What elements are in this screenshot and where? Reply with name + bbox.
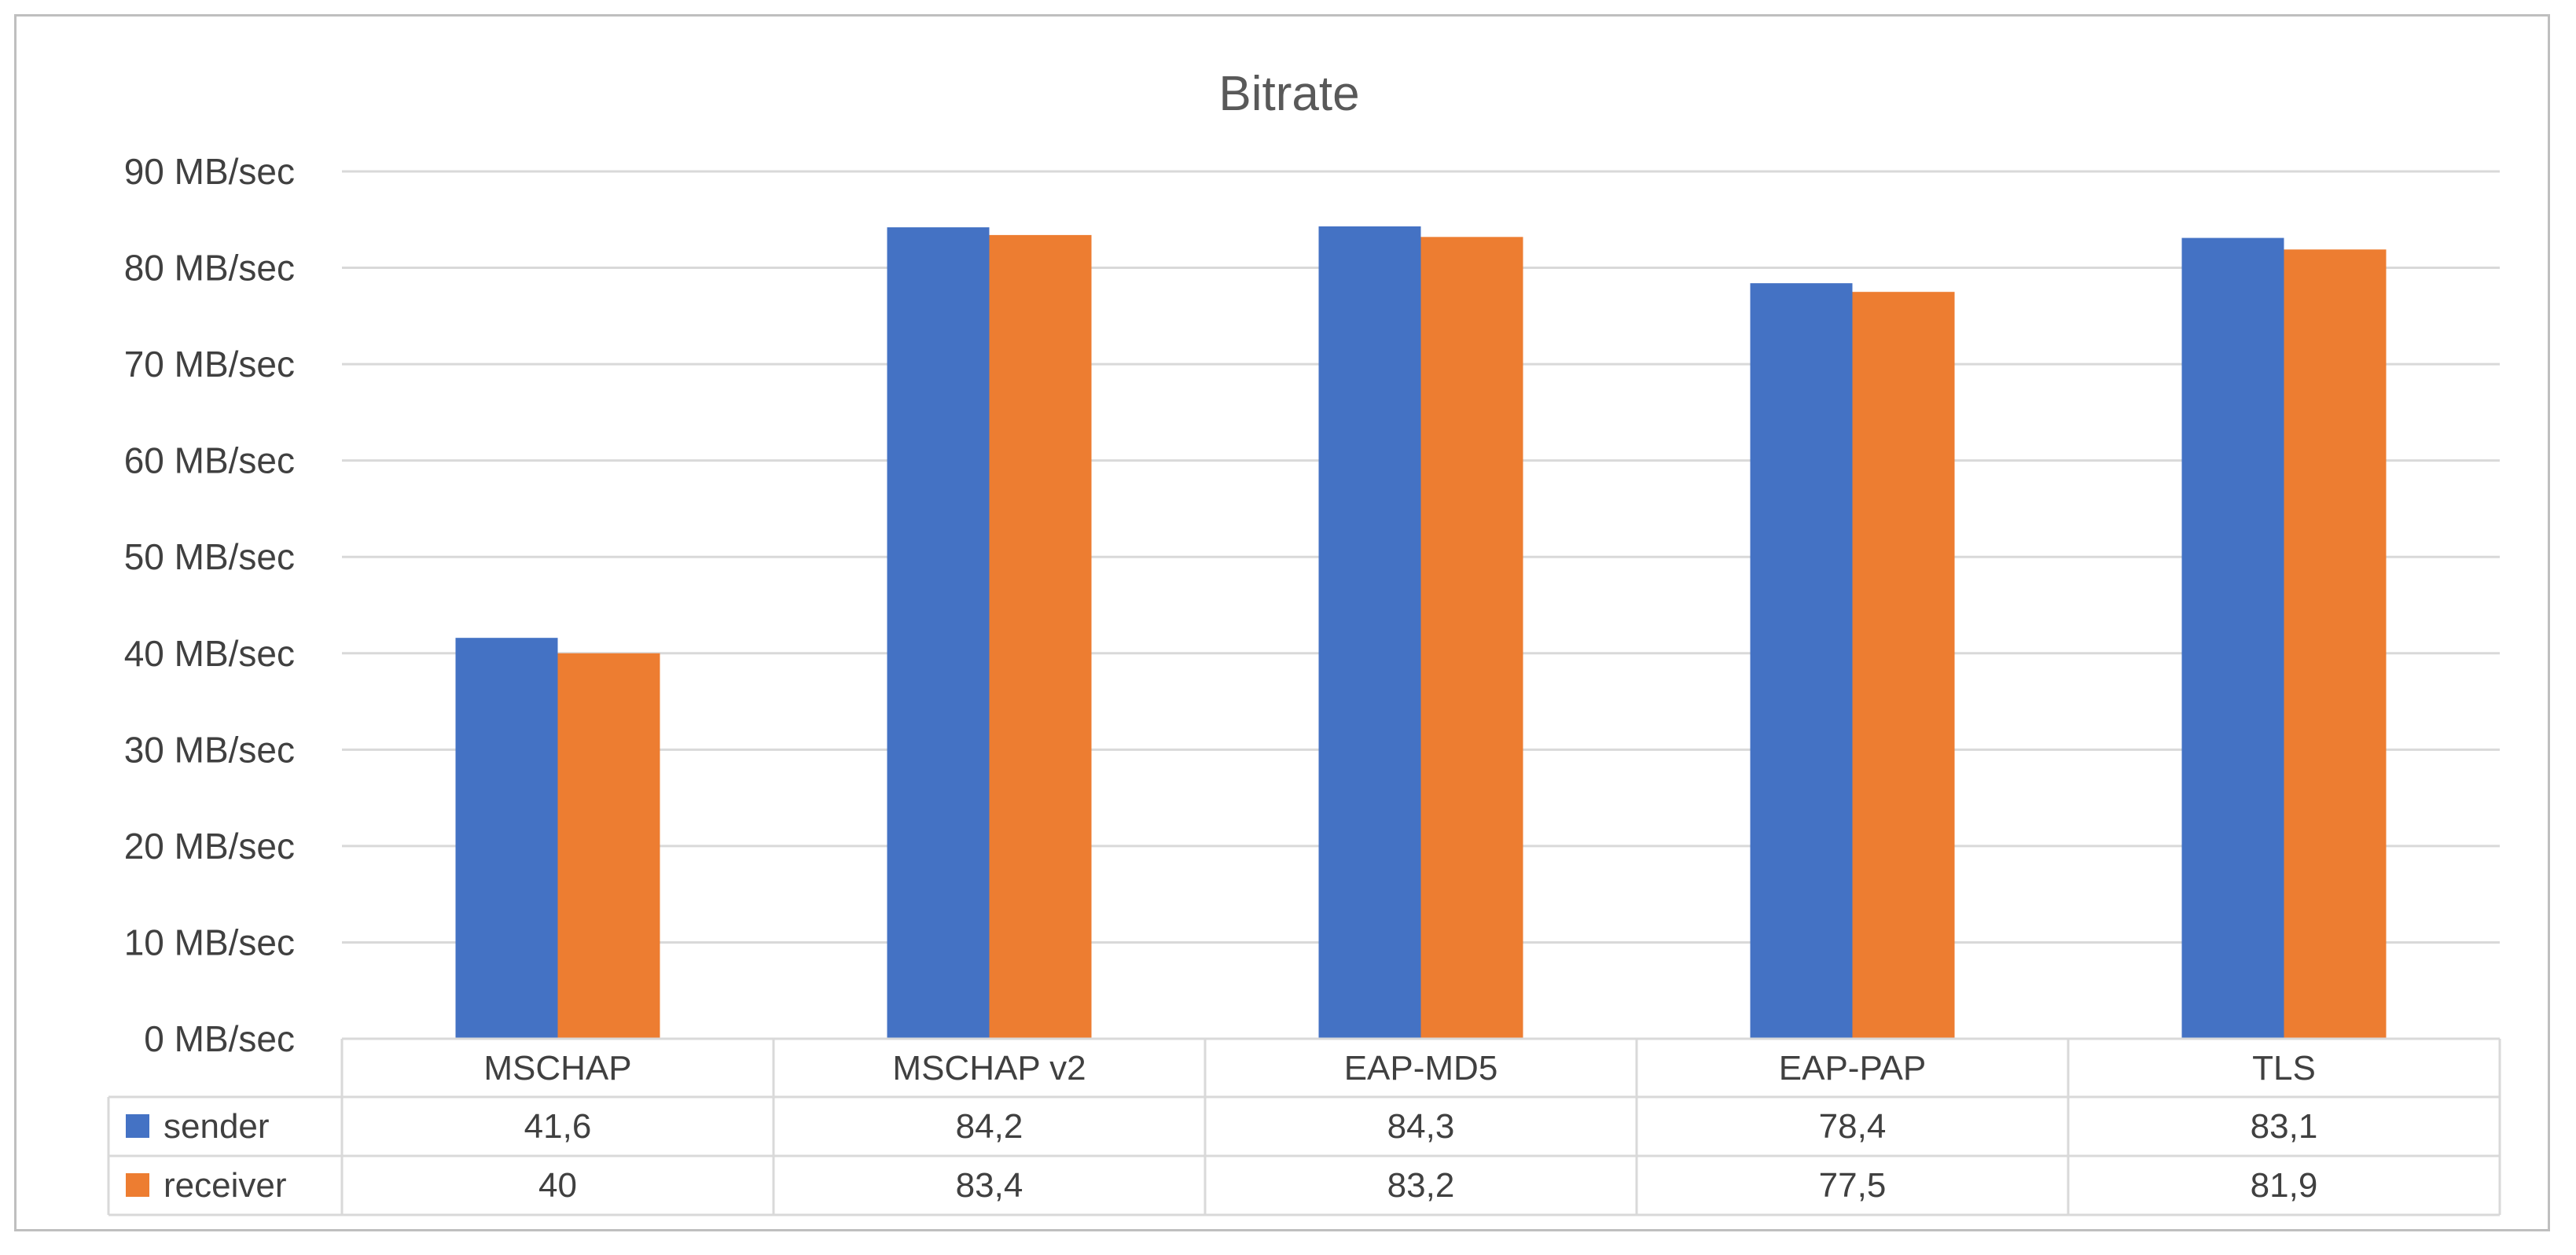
y-tick-label: 10 MB/sec: [124, 922, 295, 962]
data-label-receiver: 81,9: [2251, 1166, 2318, 1205]
bar-receiver: [2284, 249, 2387, 1039]
bar-receiver: [557, 653, 660, 1039]
y-tick-label: 20 MB/sec: [124, 826, 295, 867]
y-tick-label: 40 MB/sec: [124, 633, 295, 674]
x-category-label: MSCHAP: [483, 1049, 631, 1088]
chart-title: Bitrate: [1218, 67, 1359, 121]
y-tick-label: 70 MB/sec: [124, 344, 295, 385]
x-category-label: EAP-MD5: [1344, 1049, 1498, 1088]
x-category-label: TLS: [2252, 1049, 2316, 1088]
data-table: MSCHAP MSCHAP v2 EAP-MD5 EAP-PAP TLS sender 41…: [107, 1037, 2501, 1216]
bar-receiver: [1420, 237, 1523, 1039]
bar-sender: [455, 638, 558, 1039]
y-tick-label: 80 MB/sec: [124, 248, 295, 289]
x-category-label: EAP-PAP: [1779, 1049, 1926, 1088]
bars: [455, 226, 2387, 1040]
data-label-sender: 78,4: [1819, 1107, 1887, 1146]
legend-key-receiver: [126, 1173, 149, 1197]
bar-sender: [1750, 283, 1853, 1040]
legend-key-sender: [126, 1114, 149, 1138]
y-tick-label: 90 MB/sec: [124, 151, 295, 192]
data-label-receiver: 40: [538, 1166, 577, 1205]
y-tick-label: 0 MB/sec: [144, 1018, 295, 1059]
bar-sender: [887, 227, 990, 1039]
y-axis-ticks: 0 MB/sec 10 MB/sec 20 MB/sec 30 MB/sec 40 MB…: [124, 151, 295, 1059]
y-tick-label: 50 MB/sec: [124, 536, 295, 577]
legend-label: receiver: [164, 1166, 287, 1205]
bar-receiver: [989, 234, 1092, 1039]
bar-sender: [2181, 237, 2284, 1039]
data-label-sender: 84,2: [956, 1107, 1023, 1146]
bar-receiver: [1852, 292, 1955, 1039]
data-label-receiver: 83,4: [956, 1166, 1023, 1205]
x-category-label: MSCHAP v2: [892, 1049, 1086, 1088]
y-tick-label: 30 MB/sec: [124, 729, 295, 770]
data-label-sender: 84,3: [1387, 1107, 1455, 1146]
legend-label: sender: [164, 1107, 270, 1146]
data-label-receiver: 83,2: [1387, 1166, 1455, 1205]
chart-frame: [14, 14, 2550, 1231]
data-label-sender: 83,1: [2251, 1107, 2318, 1146]
y-tick-label: 60 MB/sec: [124, 440, 295, 481]
data-label-sender: 41,6: [524, 1107, 592, 1146]
bar-sender: [1318, 226, 1421, 1039]
data-label-receiver: 77,5: [1819, 1166, 1887, 1205]
